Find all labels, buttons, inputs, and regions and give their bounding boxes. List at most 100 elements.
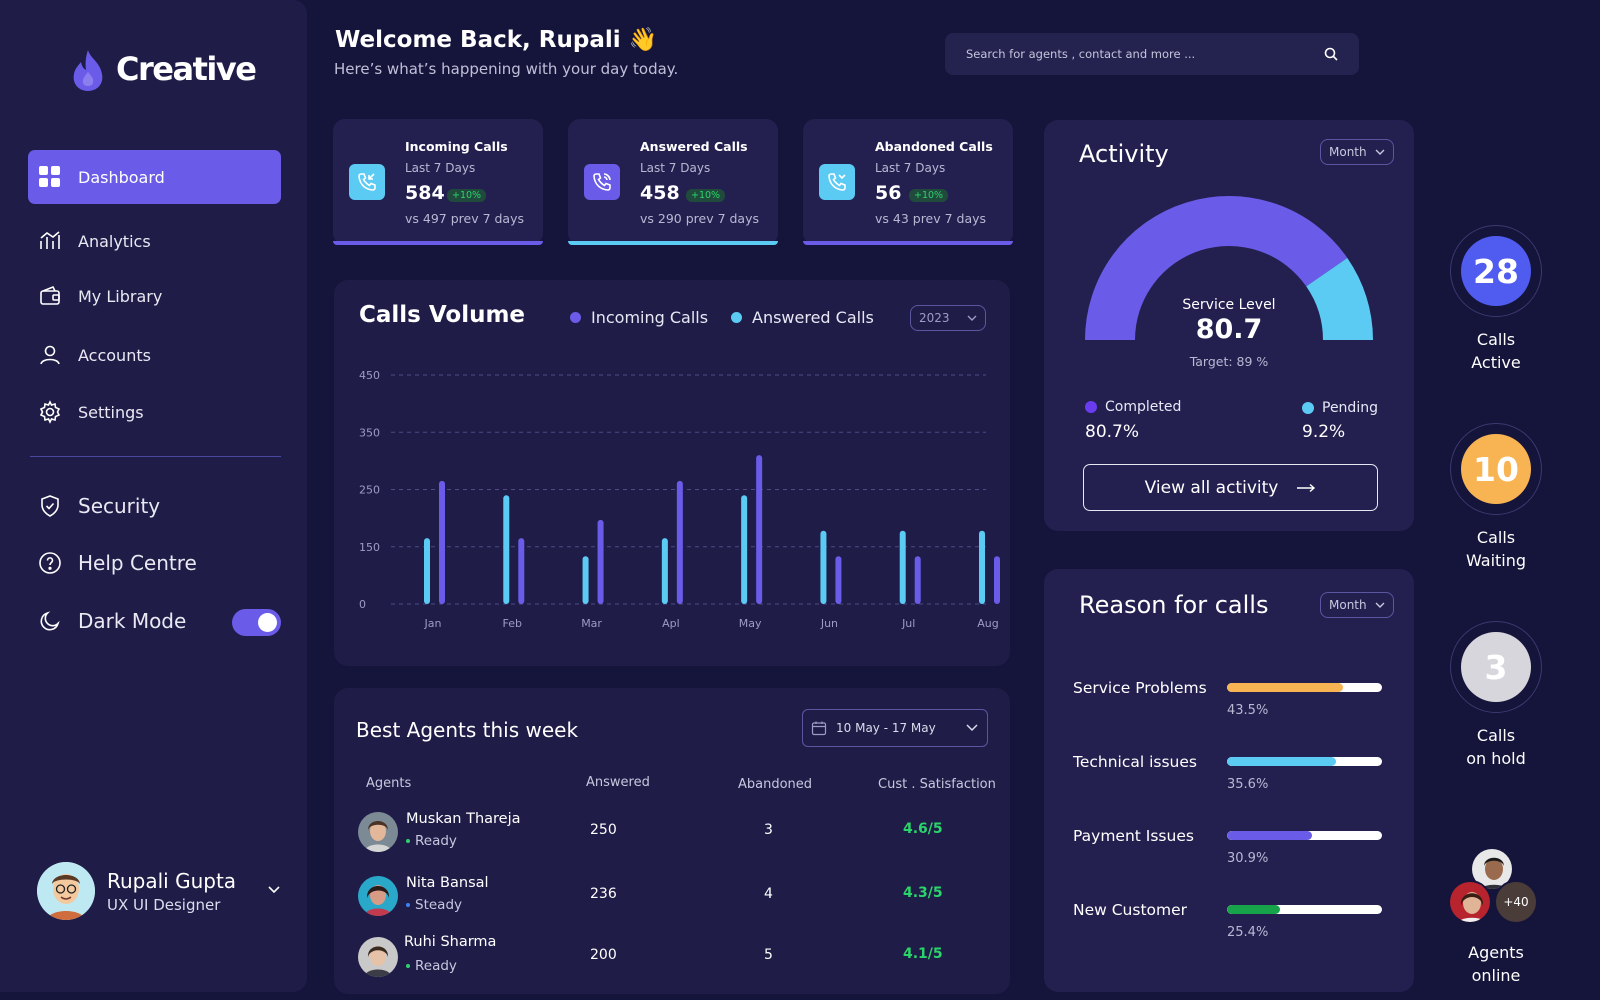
table-row[interactable]: Muskan Thareja Ready 250 3 4.6/5	[334, 807, 1010, 857]
calls-on-hold-ring[interactable]: 3	[1450, 621, 1542, 713]
completed-label: Completed	[1105, 399, 1182, 415]
sidebar-item-dark-mode: Dark Mode	[28, 594, 208, 648]
dark-mode-toggle[interactable]	[232, 609, 281, 636]
gauge-completed-arc	[1085, 196, 1348, 341]
bar-answered-calls[interactable]	[994, 556, 1000, 604]
pending-value: 9.2%	[1302, 422, 1346, 442]
bar-answered-calls[interactable]	[597, 519, 604, 604]
sidebar-item-settings[interactable]: Settings	[28, 385, 281, 439]
bar-answered-calls[interactable]	[439, 480, 445, 604]
x-tick-label: Jan	[424, 617, 442, 630]
reason-label: Service Problems	[1073, 679, 1207, 697]
agent-answered: 236	[590, 886, 617, 902]
x-tick-label: Apl	[662, 617, 680, 630]
stat-badge: +10%	[686, 189, 726, 202]
flame-logo-icon	[73, 50, 103, 91]
more-agents-count[interactable]: +40	[1494, 880, 1538, 924]
view-all-activity-button[interactable]: View all activity	[1083, 464, 1378, 511]
sidebar-item-help-centre[interactable]: Help Centre	[28, 536, 281, 590]
bar-incoming-calls[interactable]	[979, 530, 985, 604]
bar-answered-calls[interactable]	[914, 556, 921, 604]
stat-period: Last 7 Days	[405, 161, 476, 175]
sidebar-item-analytics[interactable]: Analytics	[28, 214, 281, 268]
legend-label: Answered Calls	[752, 308, 874, 327]
stat-value: 458	[640, 182, 680, 204]
reason-bar-fill	[1227, 831, 1313, 840]
completed-legend: Completed	[1085, 399, 1181, 415]
bar-incoming-calls[interactable]	[424, 538, 430, 604]
phone-incoming-icon	[349, 164, 385, 200]
bar-incoming-calls[interactable]	[661, 538, 668, 604]
date-range-select[interactable]: 10 May - 17 May	[802, 709, 988, 747]
y-tick-label: 450	[359, 369, 380, 382]
reason-for-calls-panel: Reason for calls Month Service Problems …	[1044, 569, 1414, 992]
agent-answered: 250	[590, 822, 617, 838]
calls-waiting-ring[interactable]: 10	[1450, 423, 1542, 515]
completed-value: 80.7%	[1085, 422, 1140, 442]
sidebar-item-accounts[interactable]: Accounts	[28, 328, 281, 382]
gauge-value: 80.7	[1195, 314, 1263, 345]
wallet-icon	[38, 284, 62, 308]
sidebar-item-my-library[interactable]: My Library	[28, 269, 281, 323]
gauge-pending-arc	[1305, 257, 1373, 341]
column-header-answered: Answered	[586, 775, 650, 790]
stat-card-incoming[interactable]: Incoming Calls Last 7 Days 584 +10% vs 4…	[333, 119, 543, 245]
stat-card-abandoned[interactable]: Abandoned Calls Last 7 Days 56 +10% vs 4…	[803, 119, 1013, 245]
chevron-down-icon[interactable]	[266, 884, 282, 896]
user-avatar[interactable]	[37, 862, 95, 920]
stat-card-answered[interactable]: Answered Calls Last 7 Days 458 +10% vs 2…	[568, 119, 778, 245]
legend-label: Incoming Calls	[591, 308, 709, 327]
bar-answered-calls[interactable]	[756, 455, 763, 604]
service-level-gauge	[1085, 196, 1373, 341]
legend-dot	[1085, 401, 1097, 413]
table-row[interactable]: Ruhi Sharma Ready 200 5 4.1/5	[334, 932, 1010, 982]
x-tick-label: May	[739, 617, 762, 630]
online-agent-avatar[interactable]	[1448, 880, 1492, 924]
calls-waiting-label: Calls Waiting	[1465, 528, 1527, 570]
x-tick-label: Jun	[820, 617, 838, 630]
agent-satisfaction: 4.3/5	[903, 885, 943, 901]
sidebar-item-security[interactable]: Security	[28, 479, 281, 533]
agent-avatar	[358, 812, 398, 852]
moon-icon	[38, 609, 62, 633]
sidebar-item-dashboard[interactable]: Dashboard	[28, 150, 281, 204]
calls-active-ring[interactable]: 28	[1450, 225, 1542, 317]
reason-period-select[interactable]: Month	[1320, 592, 1394, 618]
reason-bar-fill	[1227, 757, 1336, 766]
agent-name: Nita Bansal	[406, 875, 489, 891]
bar-answered-calls[interactable]	[835, 556, 842, 604]
table-row[interactable]: Nita Bansal Steady 236 4 4.3/5	[334, 871, 1010, 921]
stat-prev: vs 43 prev 7 days	[875, 211, 987, 226]
reason-bar-fill	[1227, 683, 1344, 692]
toggle-knob	[258, 613, 277, 632]
x-tick-label: Feb	[503, 617, 522, 630]
bar-answered-calls[interactable]	[676, 480, 683, 604]
search-icon[interactable]	[1323, 46, 1339, 62]
stat-underline	[568, 241, 778, 245]
bar-answered-calls[interactable]	[518, 538, 525, 604]
period-value: Month	[1329, 145, 1367, 159]
bar-incoming-calls[interactable]	[503, 495, 510, 604]
search-placeholder: Search for agents , contact and more ...	[966, 47, 1196, 61]
bar-incoming-calls[interactable]	[820, 530, 827, 604]
bar-incoming-calls[interactable]	[899, 530, 906, 604]
user-name: Rupali Gupta	[107, 869, 237, 893]
calls-volume-chart: 0 150 250 350 450 Jan Feb Mar Apl May Jun Jul Aug	[359, 369, 1000, 630]
year-select[interactable]: 2023	[910, 305, 986, 331]
calls-active-count: 28	[1461, 236, 1531, 306]
stat-value: 584	[405, 182, 445, 204]
chevron-down-icon	[967, 315, 977, 321]
brand-name: Creative	[116, 50, 257, 88]
calendar-icon	[811, 721, 827, 736]
activity-period-select[interactable]: Month	[1320, 139, 1394, 165]
agent-name: Ruhi Sharma	[404, 934, 497, 950]
bar-incoming-calls[interactable]	[582, 556, 589, 604]
agent-avatar	[358, 876, 398, 916]
sidebar-item-label: Accounts	[78, 345, 151, 365]
sidebar-item-label: Dashboard	[78, 167, 165, 187]
reason-label: New Customer	[1073, 901, 1188, 919]
gauge-target: Target: 89 %	[1189, 354, 1269, 369]
welcome-subtitle: Here’s what’s happening with your day to…	[334, 60, 679, 78]
bar-incoming-calls[interactable]	[741, 495, 748, 604]
search-input[interactable]: Search for agents , contact and more ...	[945, 33, 1359, 75]
